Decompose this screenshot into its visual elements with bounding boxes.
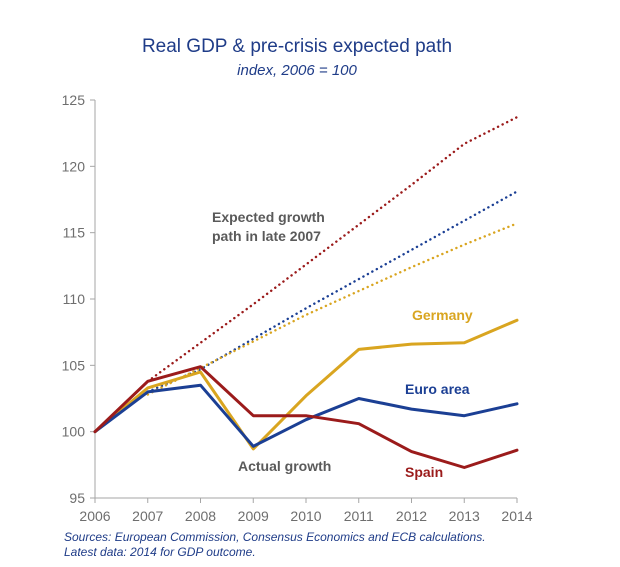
x-tick-label: 2011 — [344, 508, 374, 524]
footer-sources: Sources: European Commission, Consensus … — [64, 530, 486, 544]
actual-gdp-line-euro-area — [93, 383, 519, 448]
chart-subtitle: index, 2006 = 100 — [237, 62, 357, 79]
x-tick-label: 2010 — [290, 508, 321, 524]
expected-path-line — [146, 190, 519, 394]
annotation-expected-line1: Expected growth — [212, 209, 325, 225]
y-tick-label: 115 — [63, 225, 86, 241]
x-tick-label: 2008 — [185, 508, 216, 524]
y-tick-label: 110 — [63, 291, 86, 307]
chart-title: Real GDP & pre-crisis expected path — [142, 36, 452, 57]
y-tick-label: 120 — [62, 158, 86, 174]
x-tick-label: 2007 — [132, 508, 163, 524]
annotation-expected-line2: path in late 2007 — [212, 228, 321, 244]
x-tick-label: 2006 — [79, 508, 110, 524]
label-euro-area: Euro area — [405, 381, 470, 397]
x-tick-label: 2014 — [501, 508, 532, 524]
label-germany: Germany — [412, 307, 473, 323]
footer-latest-data: Latest data: 2014 for GDP outcome. — [64, 545, 256, 559]
footer-note: Sources: European Commission, Consensus … — [64, 530, 486, 560]
y-tick-label: 100 — [62, 424, 86, 440]
series-lines — [93, 116, 519, 469]
y-tick-label: 125 — [62, 92, 86, 108]
expected-path-line — [146, 222, 519, 396]
annotation-actual-growth: Actual growth — [238, 458, 331, 474]
y-tick-label: 105 — [62, 357, 86, 373]
actual-gdp-line-spain — [93, 365, 519, 469]
axes: 95 100 105 110 115 120 125 2006 2007 2008 2009 2010… — [62, 92, 533, 524]
expected-path-line — [146, 116, 519, 383]
y-tick-label: 95 — [69, 490, 85, 506]
x-tick-label: 2012 — [396, 508, 427, 524]
x-tick-label: 2009 — [238, 508, 269, 524]
x-tick-label: 2013 — [449, 508, 480, 524]
actual-gdp-line-germany — [93, 318, 519, 451]
label-spain: Spain — [405, 464, 443, 480]
